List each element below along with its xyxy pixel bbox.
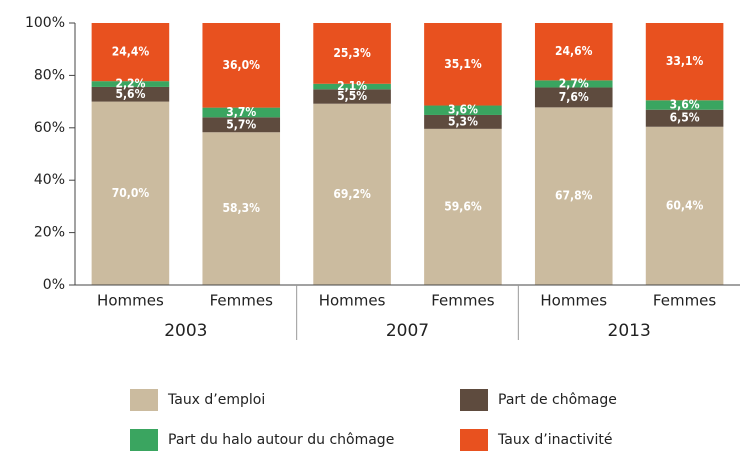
bar-segment	[313, 83, 391, 90]
bar-segment	[424, 114, 502, 129]
value-label: 33,1%	[666, 54, 704, 68]
bar-segment	[91, 23, 170, 82]
value-label: 5,3%	[448, 114, 478, 128]
x-tick-label: Femmes	[431, 292, 494, 310]
legend-label: Taux d’emploi	[167, 392, 265, 408]
legend-label: Part de chômage	[498, 392, 617, 408]
value-label: 70,0%	[112, 186, 150, 200]
bar-segment	[645, 126, 724, 285]
legend-label: Taux d’inactivité	[497, 432, 612, 448]
bar-segment	[91, 81, 170, 87]
value-label: 6,5%	[670, 111, 700, 125]
bar-segment	[534, 23, 613, 81]
value-label: 25,3%	[333, 46, 371, 60]
bar-segment	[313, 89, 391, 104]
legend-swatch	[460, 389, 488, 411]
x-tick-label: Femmes	[210, 292, 273, 310]
bar-segment	[91, 101, 170, 285]
y-tick-label: 20%	[34, 225, 65, 241]
value-label: 5,5%	[337, 89, 367, 103]
value-label: 3,6%	[670, 98, 700, 112]
group-label: 2007	[386, 321, 429, 341]
plot-area	[91, 23, 724, 285]
bar-segment	[534, 80, 613, 88]
bar-segment	[424, 23, 502, 106]
bar-segment	[424, 105, 502, 115]
value-label: 35,1%	[444, 57, 482, 71]
value-label: 5,6%	[115, 87, 145, 101]
value-label: 36,0%	[223, 58, 261, 72]
legend-swatch	[130, 429, 158, 451]
y-tick-label: 100%	[25, 15, 65, 31]
value-label: 2,1%	[337, 79, 367, 93]
bar-segment	[645, 100, 724, 110]
y-tick-label: 80%	[34, 67, 65, 83]
value-label: 5,7%	[226, 117, 256, 131]
bar-segment	[313, 23, 391, 84]
x-tick-label: Hommes	[540, 292, 607, 310]
legend-swatch	[460, 429, 488, 451]
y-tick-label: 60%	[34, 120, 65, 136]
bar-segment	[202, 117, 281, 133]
group-label: 2003	[164, 321, 207, 341]
value-label: 3,6%	[448, 103, 478, 117]
bar-segment	[202, 132, 281, 285]
bar-segment	[645, 23, 724, 101]
value-label: 24,6%	[555, 44, 593, 58]
group-label: 2013	[608, 321, 651, 341]
y-tick-label: 40%	[34, 172, 65, 188]
bar-segment	[313, 103, 391, 285]
value-label: 67,8%	[555, 189, 593, 203]
value-label: 2,2%	[115, 77, 145, 91]
bar-segment	[645, 109, 724, 127]
legend-swatch	[130, 389, 158, 411]
value-label: 59,6%	[444, 199, 482, 213]
value-label: 69,2%	[333, 187, 371, 201]
value-label: 58,3%	[223, 201, 261, 215]
x-tick-label: Hommes	[97, 292, 164, 310]
value-label: 7,6%	[559, 90, 589, 104]
value-label: 2,7%	[559, 76, 589, 90]
bar-segment	[91, 86, 170, 102]
bar-segment	[534, 87, 613, 108]
bar-segment	[202, 23, 281, 108]
bar-segment	[424, 128, 502, 285]
bar-segment	[534, 107, 613, 285]
value-label: 60,4%	[666, 198, 704, 212]
x-tick-label: Hommes	[319, 292, 386, 310]
value-label: 3,7%	[226, 105, 256, 119]
bar-segment	[202, 107, 281, 118]
value-label: 24,4%	[112, 45, 150, 59]
x-tick-label: Femmes	[653, 292, 716, 310]
legend-label: Part du halo autour du chômage	[168, 432, 394, 448]
y-tick-label: 0%	[43, 277, 65, 293]
